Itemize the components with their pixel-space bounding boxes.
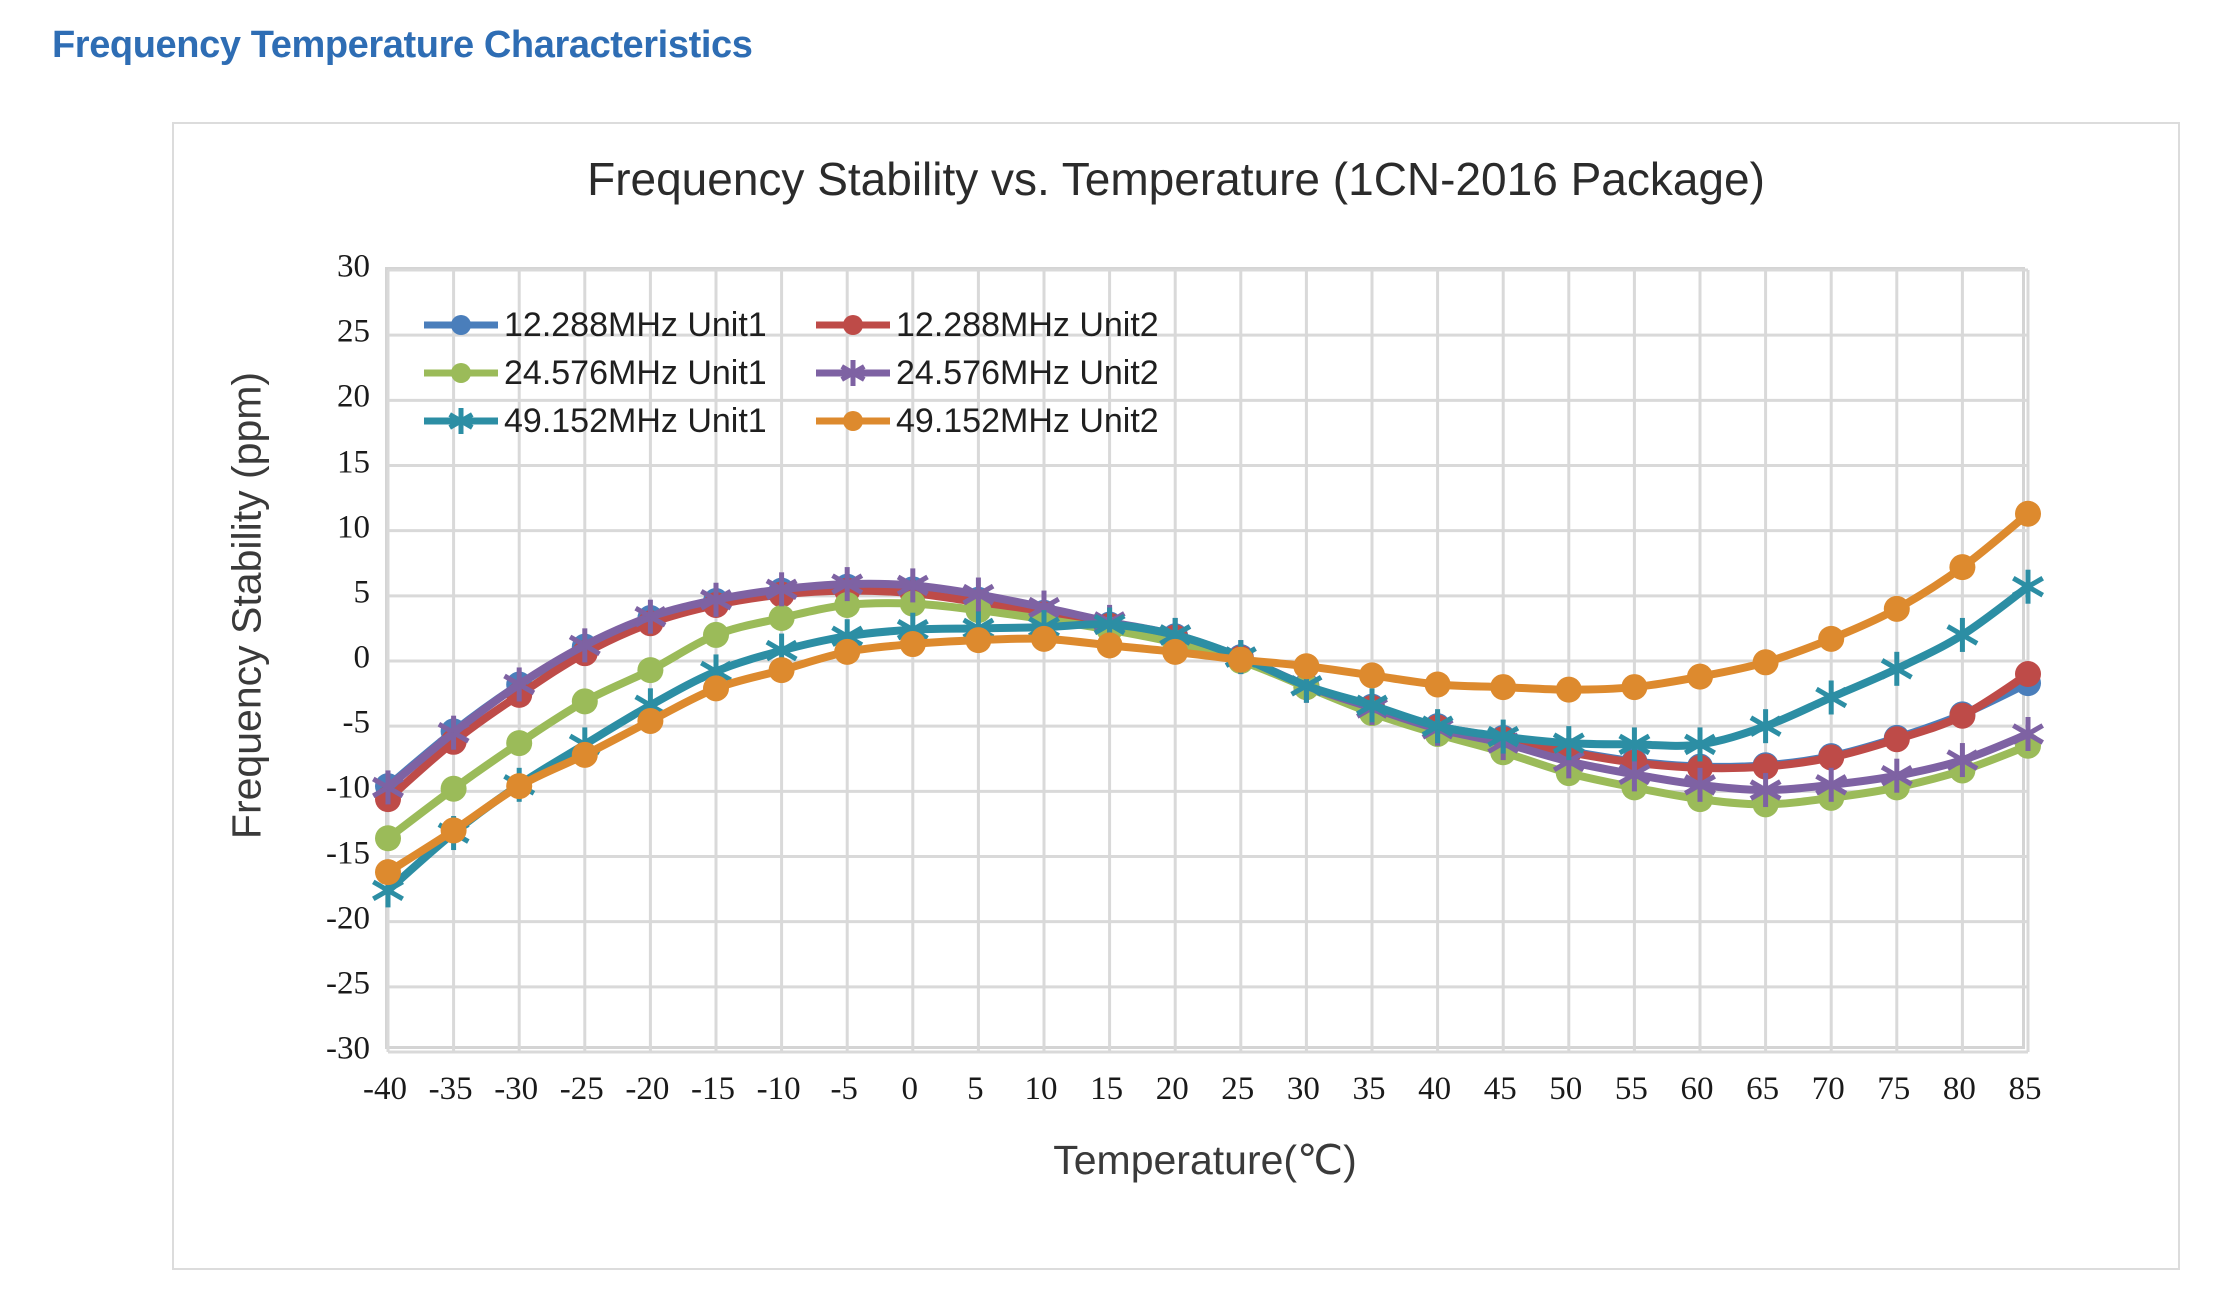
chart-title: Frequency Stability vs. Temperature (1CN… <box>587 153 1765 205</box>
x-axis-tick: -25 <box>559 1071 604 1107</box>
x-axis-title: Temperature(℃) <box>1053 1137 1357 1183</box>
x-axis-tick-labels: -40 -35 -30 -25 -20 -15 -10 -5 0 5 10 15 20 25 30 35 40 4… <box>363 1071 2042 1117</box>
y-axis-tick-labels: 30 25 20 15 10 5 0 -5 -10 -15 -20 -25 -30 <box>274 249 371 1067</box>
x-axis-tick: 70 <box>1811 1071 1845 1107</box>
legend-circle-marker-icon <box>814 406 892 436</box>
x-axis-tick: -40 <box>363 1071 407 1107</box>
x-axis-tick: 40 <box>1418 1071 1452 1107</box>
y-axis-tick: 25 <box>337 313 370 350</box>
x-axis-tick: -30 <box>494 1071 539 1107</box>
legend-item[interactable]: 12.288MHz Unit2 <box>814 301 1174 349</box>
y-axis-tick: 0 <box>353 639 371 676</box>
legend-star-marker-icon <box>814 358 892 388</box>
y-axis-tick: 20 <box>337 378 370 415</box>
x-axis-tick: -15 <box>691 1071 735 1107</box>
x-axis-tick: -5 <box>830 1071 858 1107</box>
y-axis-tick: -15 <box>326 835 370 871</box>
x-axis-tick: 5 <box>967 1071 984 1107</box>
x-axis-tick: 20 <box>1155 1071 1189 1107</box>
legend-item[interactable]: 24.576MHz Unit1 <box>422 349 782 397</box>
y-axis-tick: 15 <box>337 444 370 480</box>
legend-label: 24.576MHz Unit1 <box>504 353 767 392</box>
x-axis-tick: 25 <box>1221 1071 1255 1107</box>
legend-circle-marker-icon <box>814 310 892 340</box>
legend-circle-marker-icon <box>422 310 500 340</box>
x-axis-tick: -20 <box>625 1071 670 1107</box>
chart-card: Frequency Stability vs. Temperature (1CN… <box>172 122 2180 1270</box>
x-axis-tick: 65 <box>1746 1071 1780 1107</box>
y-axis-tick: -30 <box>326 1030 370 1067</box>
legend-item[interactable]: 12.288MHz Unit1 <box>422 301 782 349</box>
y-axis-tick: -10 <box>326 769 370 806</box>
x-axis-tick: 15 <box>1090 1071 1124 1107</box>
x-axis-tick: 55 <box>1614 1071 1648 1107</box>
page-title: Frequency Temperature Characteristics <box>52 24 753 66</box>
legend-label: 49.152MHz Unit1 <box>504 401 767 440</box>
x-axis-tick: 80 <box>1942 1071 1976 1107</box>
chart-legend: 12.288MHz Unit1 12.288MHz Unit2 24.576MHz … <box>422 301 1182 445</box>
legend-label: 24.576MHz Unit2 <box>896 353 1159 392</box>
x-axis-tick: 50 <box>1549 1071 1583 1107</box>
x-axis-tick: 75 <box>1877 1071 1911 1107</box>
x-axis-tick: 0 <box>901 1071 919 1107</box>
x-axis-tick: 30 <box>1286 1071 1320 1107</box>
legend-label: 49.152MHz Unit2 <box>896 401 1159 440</box>
x-axis-tick: 85 <box>2008 1071 2042 1107</box>
legend-item[interactable]: 24.576MHz Unit2 <box>814 349 1174 397</box>
legend-star-marker-icon <box>422 406 500 436</box>
legend-circle-marker-icon <box>422 358 500 388</box>
y-axis-tick: 10 <box>337 509 370 546</box>
x-axis-tick: 60 <box>1680 1071 1714 1107</box>
y-axis-tick: -5 <box>342 704 371 741</box>
y-axis-tick: -20 <box>326 900 370 937</box>
legend-item[interactable]: 49.152MHz Unit1 <box>422 397 782 445</box>
x-axis-tick: -35 <box>428 1071 473 1107</box>
y-axis-tick: 5 <box>353 574 371 611</box>
legend-label: 12.288MHz Unit2 <box>896 305 1159 344</box>
y-axis-title: Frequency Stability (ppm) <box>223 371 270 840</box>
x-axis-tick: 35 <box>1352 1071 1386 1107</box>
x-axis-tick: -10 <box>756 1071 801 1107</box>
x-axis-tick: 10 <box>1024 1071 1058 1107</box>
x-axis-tick: 45 <box>1483 1071 1517 1107</box>
legend-label: 12.288MHz Unit1 <box>504 305 767 344</box>
y-axis-tick: -25 <box>326 965 370 1002</box>
legend-item[interactable]: 49.152MHz Unit2 <box>814 397 1174 445</box>
y-axis-tick: 30 <box>337 248 370 285</box>
